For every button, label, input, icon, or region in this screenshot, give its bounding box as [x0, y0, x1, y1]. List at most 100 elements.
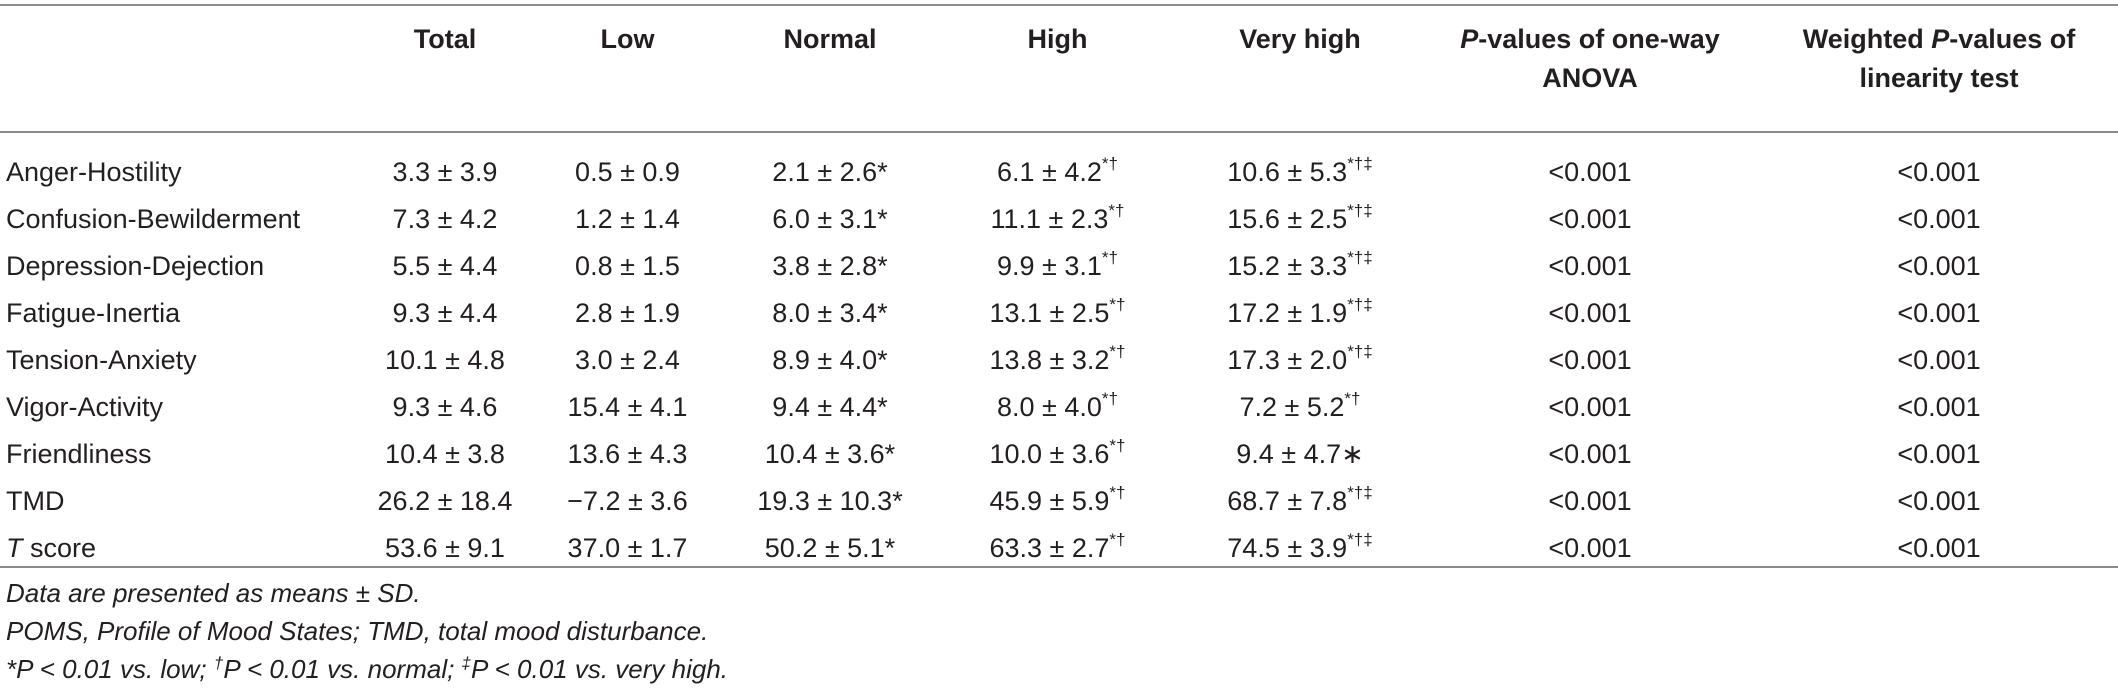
table-row: Confusion-Bewilderment 7.3 ± 4.2 1.2 ± 1.4… — [0, 196, 2118, 243]
cell-anova-p: <0.001 — [1548, 298, 1632, 328]
table-footnotes: Data are presented as means ± SD. POMS, … — [6, 574, 728, 688]
cell-low: 2.8 ± 1.9 — [530, 290, 725, 337]
cell-normal: 50.2 ± 5.1* — [725, 525, 935, 572]
cell-normal: 9.4 ± 4.4* — [725, 384, 935, 431]
table-row: Depression-Dejection 5.5 ± 4.4 0.8 ± 1.5 3.… — [0, 243, 2118, 290]
cell-significance-marks: *†‡ — [1347, 483, 1373, 502]
header-row: Total Low Normal High Very high P-values… — [0, 6, 2118, 145]
header-anova: P-values of one-way ANOVA — [1420, 6, 1760, 145]
table-row: Friendliness 10.4 ± 3.8 13.6 ± 4.3 10.4 ± 3… — [0, 431, 2118, 478]
cell-value: 74.5 ± 3.9 — [1227, 533, 1348, 563]
cell-value: 7.3 ± 4.2 — [392, 204, 498, 234]
row-label-italic: T — [6, 533, 23, 563]
cell-value: 15.6 ± 2.5 — [1227, 204, 1348, 234]
row-label-text: Fatigue-Inertia — [6, 298, 181, 328]
row-label-text: Anger-Hostility — [6, 157, 182, 187]
row-label: Vigor-Activity — [0, 384, 360, 431]
cell-very-high: 15.6 ± 2.5*†‡ — [1180, 196, 1420, 243]
cell-very-high: 68.7 ± 7.8*†‡ — [1180, 478, 1420, 525]
poms-table: Total Low Normal High Very high P-values… — [0, 6, 2118, 572]
cell-significance-marks: *† — [1109, 436, 1126, 455]
cell-very-high: 9.4 ± 4.7∗ — [1180, 431, 1420, 478]
cell-anova-p: <0.001 — [1548, 439, 1632, 469]
cell-very-high: 10.6 ± 5.3*†‡ — [1180, 145, 1420, 196]
table-row: Anger-Hostility 3.3 ± 3.9 0.5 ± 0.9 2.1 ± 2… — [0, 145, 2118, 196]
row-label-text: Friendliness — [6, 439, 152, 469]
footnote-sig-very-high: P < 0.01 vs. very high. — [471, 654, 729, 684]
cell-high: 10.0 ± 3.6*† — [935, 431, 1180, 478]
footnote-double-dagger: ‡ — [461, 653, 472, 673]
row-label: Tension-Anxiety — [0, 337, 360, 384]
cell-value: 11.1 ± 2.3 — [990, 204, 1109, 234]
cell-value: 13.8 ± 3.2 — [989, 345, 1110, 375]
cell-weighted-p: <0.001 — [1897, 157, 1981, 187]
table-row: Vigor-Activity 9.3 ± 4.6 15.4 ± 4.1 9.4 ± 4… — [0, 384, 2118, 431]
cell-significance-marks: *†‡ — [1347, 342, 1373, 361]
cell-value: 7.2 ± 5.2 — [1239, 392, 1345, 422]
cell-weighted-p: <0.001 — [1897, 439, 1981, 469]
cell-anova-p: <0.001 — [1548, 392, 1632, 422]
cell-total: 9.3 ± 4.4 — [360, 290, 530, 337]
cell-total: 5.5 ± 4.4 — [360, 243, 530, 290]
row-label-text: score — [22, 533, 97, 563]
cell-value: 37.0 ± 1.7 — [567, 533, 688, 563]
cell-value: 53.6 ± 9.1 — [385, 533, 505, 563]
header-anova-p: P — [1460, 24, 1479, 54]
cell-high: 13.8 ± 3.2*† — [935, 337, 1180, 384]
cell-value: 50.2 ± 5.1* — [764, 533, 896, 563]
cell-value: 68.7 ± 7.8 — [1227, 486, 1348, 516]
cell-low: 0.5 ± 0.9 — [530, 145, 725, 196]
cell-high: 45.9 ± 5.9*† — [935, 478, 1180, 525]
header-high: High — [1027, 24, 1088, 54]
cell-normal: 2.1 ± 2.6* — [725, 145, 935, 196]
row-label-text: Tension-Anxiety — [6, 345, 197, 375]
row-label: Fatigue-Inertia — [0, 290, 360, 337]
cell-total: 10.4 ± 3.8 — [360, 431, 530, 478]
cell-total: 53.6 ± 9.1 — [360, 525, 530, 572]
cell-significance-marks: *†‡ — [1347, 295, 1373, 314]
cell-total: 10.1 ± 4.8 — [360, 337, 530, 384]
cell-value: 2.8 ± 1.9 — [575, 298, 680, 328]
cell-normal: 8.9 ± 4.0* — [725, 337, 935, 384]
cell-value: 10.1 ± 4.8 — [385, 345, 505, 375]
header-weighted-pre: Weighted — [1802, 24, 1932, 54]
row-label: Depression-Dejection — [0, 243, 360, 290]
cell-value: 8.0 ± 3.4* — [772, 298, 888, 328]
cell-weighted-p: <0.001 — [1897, 251, 1981, 281]
cell-total: 26.2 ± 18.4 — [360, 478, 530, 525]
cell-anova-p: <0.001 — [1548, 157, 1632, 187]
cell-value: 45.9 ± 5.9 — [989, 486, 1110, 516]
cell-very-high: 17.2 ± 1.9*†‡ — [1180, 290, 1420, 337]
cell-value: −7.2 ± 3.6 — [567, 486, 688, 516]
cell-significance-marks: *† — [1101, 248, 1118, 267]
footnote-significance: *P < 0.01 vs. low; †P < 0.01 vs. normal;… — [6, 650, 728, 688]
cell-total: 3.3 ± 3.9 — [360, 145, 530, 196]
cell-value: 6.0 ± 3.1* — [772, 204, 888, 234]
cell-value: 19.3 ± 10.3* — [757, 486, 903, 516]
cell-significance-marks: *†‡ — [1347, 530, 1373, 549]
cell-value: 17.3 ± 2.0 — [1227, 345, 1348, 375]
header-anova-text: -values of one-way ANOVA — [1478, 24, 1720, 93]
cell-high: 13.1 ± 2.5*† — [935, 290, 1180, 337]
header-stub — [0, 6, 360, 145]
row-label: Anger-Hostility — [0, 145, 360, 196]
cell-value: 15.4 ± 4.1 — [567, 392, 688, 422]
cell-value: 9.3 ± 4.6 — [392, 392, 498, 422]
cell-value: 9.4 ± 4.4* — [772, 392, 888, 422]
cell-anova-p: <0.001 — [1548, 204, 1632, 234]
cell-normal: 3.8 ± 2.8* — [725, 243, 935, 290]
row-label: TMD — [0, 478, 360, 525]
footnote-dagger: † — [213, 653, 224, 673]
cell-significance-marks: *† — [1101, 154, 1118, 173]
cell-value: 6.1 ± 4.2 — [997, 157, 1102, 187]
header-very-high: Very high — [1239, 24, 1361, 54]
cell-value: 0.5 ± 0.9 — [575, 157, 680, 187]
cell-value: 17.2 ± 1.9 — [1227, 298, 1348, 328]
cell-high: 8.0 ± 4.0*† — [935, 384, 1180, 431]
cell-value: 10.6 ± 5.3 — [1227, 157, 1348, 187]
cell-weighted-p: <0.001 — [1897, 204, 1981, 234]
cell-normal: 10.4 ± 3.6* — [725, 431, 935, 478]
table-row: T score 53.6 ± 9.1 37.0 ± 1.7 50.2 ± 5.1* 63… — [0, 525, 2118, 572]
table-bottom-rule — [0, 566, 2118, 568]
cell-value: 5.5 ± 4.4 — [392, 251, 498, 281]
